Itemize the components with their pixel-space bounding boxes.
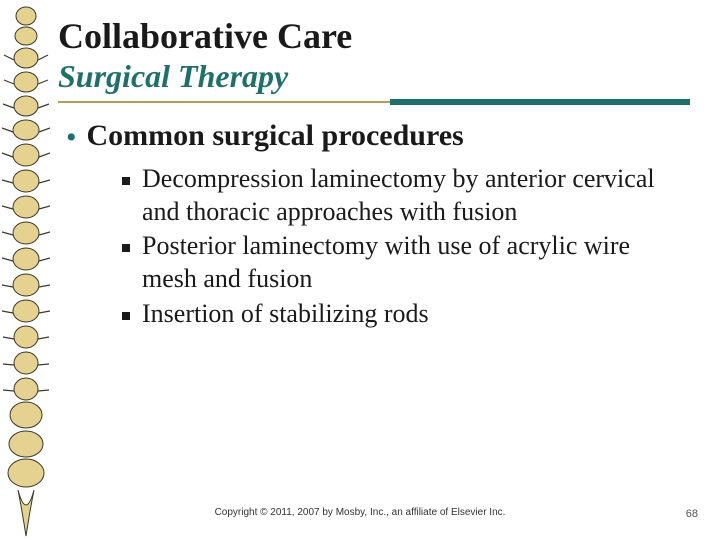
spine-icon (0, 0, 50, 540)
bullet-item-text: Decompression laminectomy by anterior ce… (142, 163, 690, 229)
bullet-level-2: Insertion of stabilizing rods (122, 298, 690, 331)
page-number: 68 (686, 508, 698, 520)
bullet-square-icon (122, 244, 130, 252)
slide-title: Collaborative Care Surgical Therapy (58, 18, 690, 105)
slide: Collaborative Care Surgical Therapy • Co… (0, 0, 720, 540)
bullet-level-2: Posterior laminectomy with use of acryli… (122, 230, 690, 296)
bullet-square-icon (122, 312, 130, 320)
bullet-level-1: • Common surgical procedures (66, 119, 690, 153)
title-underline-accent (390, 99, 690, 105)
title-sub: Surgical Therapy (58, 58, 690, 95)
bullet-heading: Common surgical procedures (87, 119, 464, 153)
bullet-item-text: Posterior laminectomy with use of acryli… (142, 230, 690, 296)
copyright-text: Copyright © 2011, 2007 by Mosby, Inc., a… (0, 507, 720, 518)
title-main: Collaborative Care (58, 18, 690, 56)
title-underline (58, 101, 690, 105)
bullet-item-text: Insertion of stabilizing rods (142, 298, 429, 331)
bullet-dot-icon: • (66, 123, 77, 157)
bullet-level-2: Decompression laminectomy by anterior ce… (122, 163, 690, 229)
bullet-square-icon (122, 177, 130, 185)
